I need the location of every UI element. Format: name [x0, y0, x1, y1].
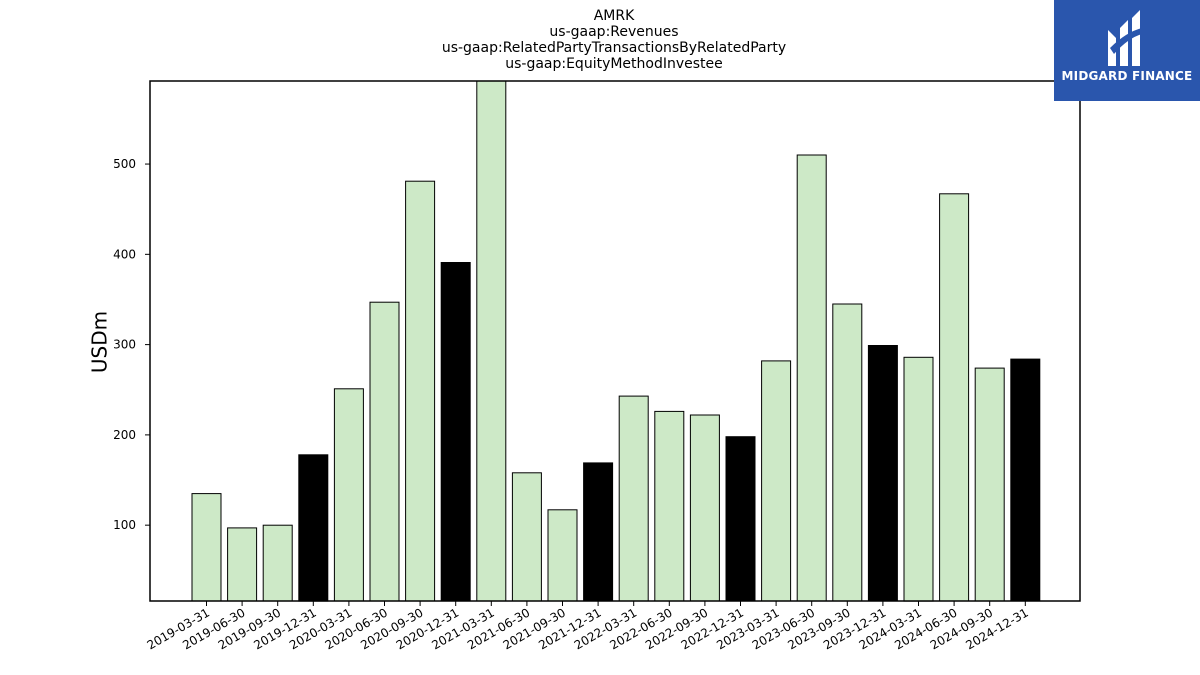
bar-2022-06-30 — [654, 410, 685, 602]
bar-2019-09-30 — [262, 524, 293, 602]
y-axis-ticks: 100 200 300 400 500 — [113, 157, 150, 532]
chart-title: AMRK us-gaap:Revenues us-gaap:RelatedPar… — [442, 8, 786, 72]
y-tick-label: 100 — [113, 518, 136, 532]
bar-2024-03-31 — [903, 356, 934, 602]
bar-2019-06-30 — [227, 527, 258, 602]
y-axis-label: USDm — [88, 311, 112, 373]
logo-mark-icon — [1108, 10, 1142, 66]
bar-2024-09-30 — [974, 367, 1005, 602]
bar-2021-12-31 — [583, 462, 614, 602]
bar-2023-03-31 — [761, 360, 792, 602]
bar-2021-03-31 — [476, 80, 507, 602]
bar-2020-09-30 — [405, 180, 436, 602]
bar-2019-12-31 — [298, 454, 329, 602]
bar-2020-12-31 — [440, 262, 471, 602]
bar-2020-06-30 — [369, 301, 400, 602]
chart-title-line-3: us-gaap:RelatedPartyTransactionsByRelate… — [442, 40, 786, 56]
midgard-finance-logo: MIDGARD FINANCE — [1054, 0, 1200, 101]
bar-2022-09-30 — [689, 414, 720, 602]
bars-group — [191, 80, 1041, 602]
bar-2021-06-30 — [511, 472, 542, 602]
chart-title-line-4: us-gaap:EquityMethodInvestee — [505, 56, 723, 72]
chart-title-line-1: AMRK — [594, 8, 635, 24]
bar-2023-12-31 — [867, 345, 898, 602]
bar-2022-12-31 — [725, 436, 756, 602]
bar-2023-09-30 — [832, 303, 863, 602]
plot-frame — [149, 80, 1081, 602]
bar-2020-03-31 — [333, 388, 364, 602]
y-tick-label: 400 — [113, 247, 136, 261]
bar-2024-06-30 — [939, 193, 970, 602]
bar-2022-03-31 — [618, 395, 649, 602]
bar-2024-12-31 — [1010, 358, 1041, 602]
y-tick-label: 200 — [113, 428, 136, 442]
chart-title-line-2: us-gaap:Revenues — [549, 24, 678, 40]
y-tick-label: 300 — [113, 338, 136, 352]
bar-2021-09-30 — [547, 509, 578, 602]
logo-text: MIDGARD FINANCE — [1061, 69, 1193, 83]
x-axis-ticks: 2019-03-312019-06-302019-09-302019-12-31… — [145, 601, 1031, 652]
bar-2019-03-31 — [191, 493, 222, 602]
y-tick-label: 500 — [113, 157, 136, 171]
bar-2023-06-30 — [796, 154, 827, 602]
